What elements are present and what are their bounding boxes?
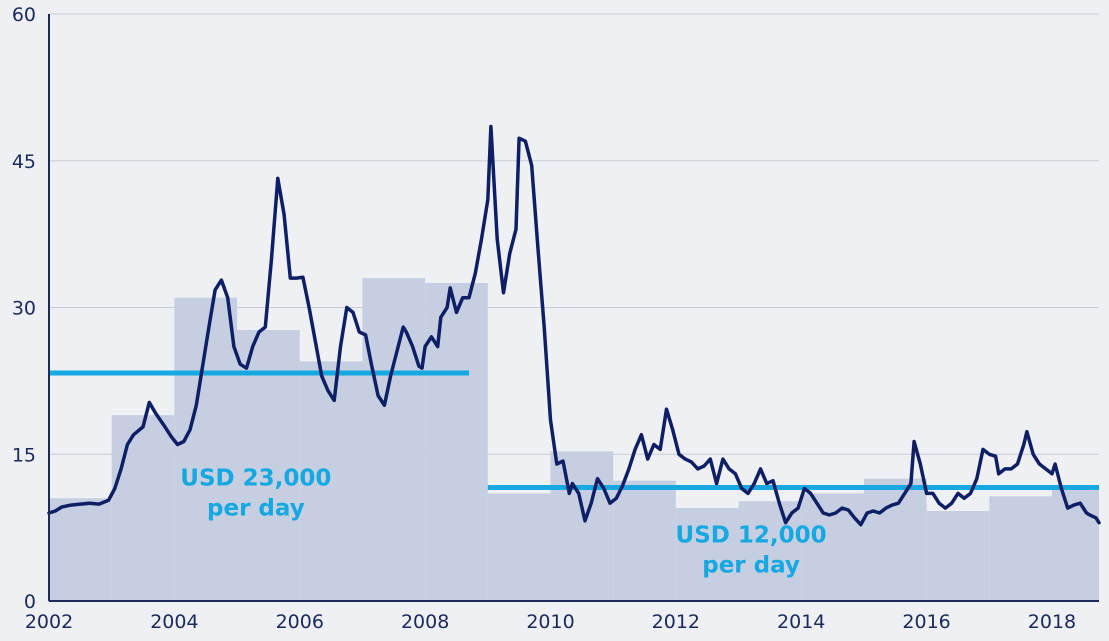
rate-series xyxy=(47,124,1101,527)
annual-bar-4 xyxy=(299,361,363,601)
annual-average-bars xyxy=(49,278,1099,601)
period-average-lines xyxy=(49,370,1099,491)
x-tick-label-2004: 2004 xyxy=(150,611,198,633)
x-tick-label-2014: 2014 xyxy=(777,611,825,633)
y-tick-label-0: 0 xyxy=(24,591,36,613)
average-label-0-line2: per day xyxy=(207,496,305,522)
annual-bar-11 xyxy=(738,501,802,601)
average-label-1-line2: per day xyxy=(702,552,800,578)
annual-bar-7 xyxy=(487,493,551,601)
annual-bar-10 xyxy=(675,508,739,601)
annual-bar-1 xyxy=(111,415,175,601)
average-label-1-line1: USD 12,000 xyxy=(676,522,827,548)
x-tick-label-2002: 2002 xyxy=(25,611,73,633)
x-tick-label-2010: 2010 xyxy=(526,611,574,633)
annual-bar-15 xyxy=(989,496,1052,601)
annual-bar-14 xyxy=(926,510,990,601)
annual-bar-8 xyxy=(550,451,614,601)
x-tick-label-2016: 2016 xyxy=(902,611,950,633)
x-tick-label-2006: 2006 xyxy=(276,611,324,633)
annual-bar-16 xyxy=(1051,488,1099,601)
annual-bar-13 xyxy=(863,478,927,601)
y-tick-label-15: 15 xyxy=(12,444,36,466)
average-label-0-line1: USD 23,000 xyxy=(180,466,331,492)
annual-bar-9 xyxy=(613,480,676,601)
x-tick-label-2018: 2018 xyxy=(1028,611,1076,633)
annotations: USD 23,000 per day USD 12,000 per day xyxy=(180,466,826,579)
y-tick-label-45: 45 xyxy=(12,151,36,173)
x-tick-label-2008: 2008 xyxy=(401,611,449,633)
annual-bar-0 xyxy=(49,498,112,601)
y-tick-label-60: 60 xyxy=(12,4,36,26)
axes xyxy=(48,14,1099,602)
x-tick-label-2012: 2012 xyxy=(652,611,700,633)
tick-labels: 0 15 30 45 60 2002 2004 2006 2008 2010 2012 2014 201… xyxy=(12,4,1076,633)
y-tick-label-30: 30 xyxy=(12,298,36,320)
annual-bar-6 xyxy=(425,283,488,601)
annual-bar-5 xyxy=(362,278,426,601)
annual-bar-12 xyxy=(801,493,864,601)
rate-line xyxy=(47,124,1101,527)
